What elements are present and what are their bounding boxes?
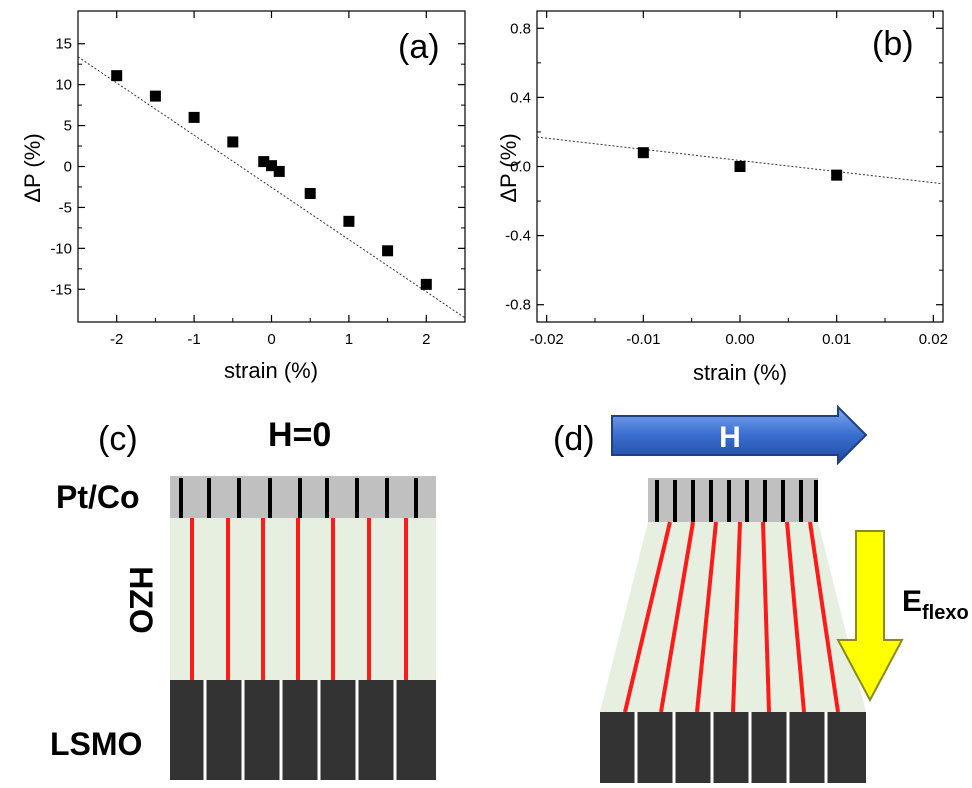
x-tick-label: -2 [110, 331, 123, 348]
x-tick-label: 0.02 [919, 331, 948, 348]
lsmo-label: LSMO [50, 726, 142, 762]
diagram-c-title: H=0 [268, 416, 331, 454]
magnetic-field-label: H [719, 421, 741, 454]
hzo-layer-c [170, 518, 436, 680]
y-tick-label: -5 [59, 199, 72, 216]
x-tick-label: -1 [187, 331, 200, 348]
chart-b-panel-label: (b) [872, 25, 914, 63]
y-tick-label: -0.8 [505, 297, 531, 314]
x-tick-label: -0.02 [530, 331, 564, 348]
data-point [831, 169, 843, 181]
flexo-field-label: Eflexo [902, 585, 969, 624]
y-tick-label: 0.0 [510, 159, 531, 176]
chart-a-panel-label: (a) [398, 28, 440, 66]
data-point [420, 278, 432, 290]
data-point [734, 161, 746, 172]
data-point [111, 70, 123, 82]
y-tick-label: -0.4 [505, 228, 531, 245]
flexo-field-arrow [836, 530, 904, 703]
diagram-c-panel-label: (c) [98, 420, 138, 458]
diagram-d-panel-label: (d) [553, 420, 595, 458]
data-point [227, 136, 239, 148]
data-point [273, 165, 285, 177]
x-tick-label: 2 [422, 331, 430, 348]
diagram-d: (d) H Eflexo [553, 404, 969, 783]
y-tick-label: 15 [55, 36, 72, 53]
fit-line [536, 136, 944, 185]
domain-walls-c [190, 518, 408, 680]
chart-b-xlabel: strain (%) [693, 360, 787, 385]
pt-co-stripes-c [179, 478, 418, 518]
pt-co-layer-c [170, 476, 436, 518]
y-tick-label: 0.4 [510, 89, 531, 106]
y-tick-label: 5 [64, 118, 72, 135]
data-point [188, 111, 200, 123]
chart-a-xlabel: strain (%) [224, 358, 318, 383]
x-tick-label: 1 [345, 331, 353, 348]
data-point [382, 245, 394, 257]
chart-b-ylabel: ΔP (%) [496, 133, 521, 202]
y-tick-label: 10 [55, 77, 72, 94]
diagram-c: (c) H=0 Pt/Co HZO LSMO [50, 416, 436, 783]
pt-co-stripes-d [655, 480, 818, 522]
magnetic-field-arrow [611, 404, 868, 466]
data-point [343, 215, 355, 227]
data-point [258, 156, 270, 168]
domain-walls-d [623, 521, 840, 713]
chart-b: -0.02 -0.01 0.00 0.01 0.02-0.8-0.40.00.40.8 … [496, 10, 948, 385]
x-tick-label: -0.01 [626, 331, 660, 348]
data-point [637, 147, 649, 159]
lsmo-layer-d [600, 712, 866, 783]
data-point [266, 160, 277, 172]
chart-a-ylabel: ΔP (%) [20, 133, 45, 202]
lsmo-layer-c [170, 680, 436, 780]
fit-line [77, 56, 466, 319]
lsmo-gaps-d [634, 712, 828, 783]
x-tick-label: 0.01 [822, 331, 851, 348]
y-tick-label: 0 [64, 159, 72, 176]
data-point [149, 90, 161, 102]
lsmo-gaps-c [203, 680, 397, 783]
x-tick-label: 0.00 [725, 331, 754, 348]
hzo-label: HZO [123, 566, 159, 634]
y-tick-label: -15 [50, 281, 72, 298]
pt-co-label: Pt/Co [56, 479, 140, 515]
data-point [304, 188, 316, 200]
y-tick-label: -10 [50, 240, 72, 257]
x-tick-label: 0 [267, 331, 275, 348]
y-tick-label: 0.8 [510, 20, 531, 37]
